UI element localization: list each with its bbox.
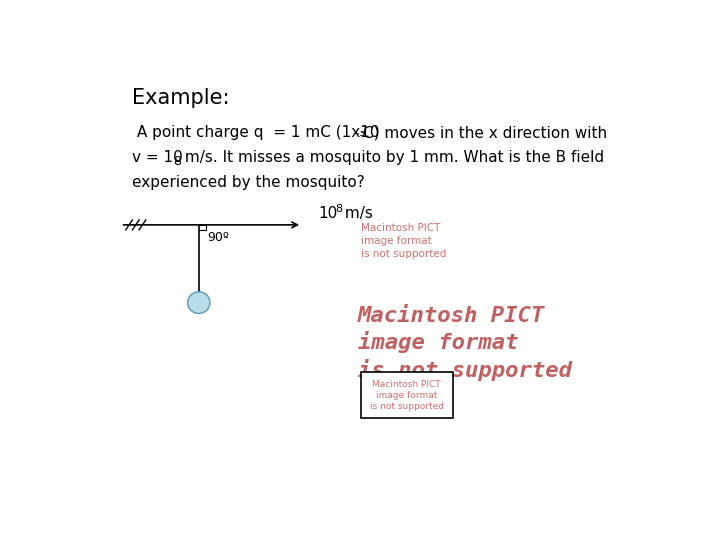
Text: 8: 8 <box>173 155 181 168</box>
Text: A point charge q  = 1 mC (1x10: A point charge q = 1 mC (1x10 <box>132 125 379 140</box>
Text: 10: 10 <box>319 206 338 221</box>
Text: m/s. It misses a mosquito by 1 mm. What is the B field: m/s. It misses a mosquito by 1 mm. What … <box>180 150 604 165</box>
Text: experienced by the mosquito?: experienced by the mosquito? <box>132 175 364 190</box>
FancyBboxPatch shape <box>361 373 453 418</box>
Text: Macintosh PICT
image format
is not supported: Macintosh PICT image format is not suppo… <box>358 306 572 381</box>
Text: C) moves in the x direction with: C) moves in the x direction with <box>364 125 608 140</box>
Text: v = 10: v = 10 <box>132 150 183 165</box>
Text: m/s: m/s <box>340 206 373 221</box>
Text: 8: 8 <box>336 205 343 214</box>
Text: Macintosh PICT
image format
is not supported: Macintosh PICT image format is not suppo… <box>361 223 446 259</box>
Text: Example:: Example: <box>132 87 230 107</box>
Ellipse shape <box>188 292 210 313</box>
Text: Macintosh PICT
image format
is not supported: Macintosh PICT image format is not suppo… <box>369 380 444 411</box>
Text: 90º: 90º <box>207 231 229 244</box>
Text: ⁻³: ⁻³ <box>352 130 365 144</box>
